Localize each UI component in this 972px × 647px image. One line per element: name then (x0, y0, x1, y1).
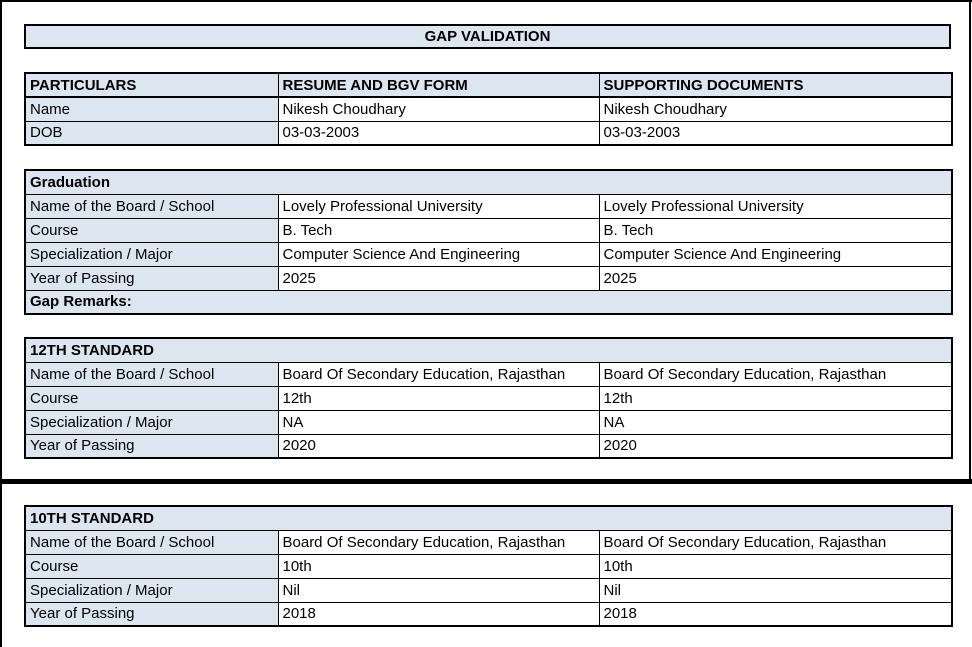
supporting-value-cell: 10th (598, 553, 953, 579)
row-label-cell: Course (24, 385, 279, 411)
section-title-cell: 12TH STANDARD (24, 337, 953, 363)
supporting-value-cell: B. Tech (598, 217, 953, 243)
row-label-cell: Specialization / Major (24, 241, 279, 267)
supporting-value-cell: Nikesh Choudhary (598, 96, 953, 122)
supporting-value-cell: Board Of Secondary Education, Rajasthan (598, 529, 953, 555)
row-label-cell: Name (24, 96, 279, 122)
resume-value-cell: NA (277, 409, 600, 435)
table-row-course: Course B. Tech B. Tech (24, 217, 953, 243)
resume-value-cell: Lovely Professional University (277, 193, 600, 219)
supporting-value-cell: 12th (598, 385, 953, 411)
table-row-year-of-passing: Year of Passing 2020 2020 (24, 433, 953, 459)
table-row-board-school: Name of the Board / School Board Of Seco… (24, 361, 953, 387)
section-title-cell: Graduation (24, 169, 953, 195)
particulars-table: PARTICULARS RESUME AND BGV FORM SUPPORTI… (24, 72, 953, 146)
resume-value-cell: Computer Science And Engineering (277, 241, 600, 267)
supporting-value-cell: 2025 (598, 265, 953, 291)
section-header-row-10th: 10TH STANDARD (24, 505, 953, 531)
column-header-resume-bgv: RESUME AND BGV FORM (277, 72, 600, 98)
resume-value-cell: 2020 (277, 433, 600, 459)
section-header-row-12th: 12TH STANDARD (24, 337, 953, 363)
twelfth-standard-table: 12TH STANDARD Name of the Board / School… (24, 337, 954, 459)
resume-value-cell: 03-03-2003 (277, 120, 600, 146)
resume-value-cell: Board Of Secondary Education, Rajasthan (277, 529, 600, 555)
row-label-cell: Year of Passing (24, 265, 279, 291)
row-label-cell: Course (24, 553, 279, 579)
row-label-cell: Year of Passing (24, 601, 279, 627)
supporting-value-cell: NA (598, 409, 953, 435)
row-label-cell: Name of the Board / School (24, 361, 279, 387)
table-row-specialization: Specialization / Major Nil Nil (24, 577, 953, 603)
row-label-cell: Name of the Board / School (24, 193, 279, 219)
table-row-course: Course 10th 10th (24, 553, 953, 579)
supporting-value-cell: Computer Science And Engineering (598, 241, 953, 267)
page-border-top (0, 0, 972, 2)
row-label-cell: Name of the Board / School (24, 529, 279, 555)
table-row-board-school: Name of the Board / School Board Of Seco… (24, 529, 953, 555)
resume-value-cell: Board Of Secondary Education, Rajasthan (277, 361, 600, 387)
supporting-value-cell: Board Of Secondary Education, Rajasthan (598, 361, 953, 387)
document-title: GAP VALIDATION (24, 24, 951, 49)
particulars-header-row: PARTICULARS RESUME AND BGV FORM SUPPORTI… (24, 72, 953, 98)
table-row-specialization: Specialization / Major NA NA (24, 409, 953, 435)
page-border-left (0, 0, 2, 647)
table-row-specialization: Specialization / Major Computer Science … (24, 241, 953, 267)
tenth-standard-table: 10TH STANDARD Name of the Board / School… (24, 505, 954, 627)
row-label-cell: DOB (24, 120, 279, 146)
gap-remarks-label-cell: Gap Remarks: (24, 289, 953, 315)
graduation-table: Graduation Name of the Board / School Lo… (24, 169, 953, 315)
supporting-value-cell: 03-03-2003 (598, 120, 953, 146)
page-border-right (969, 0, 971, 483)
row-label-cell: Specialization / Major (24, 577, 279, 603)
gap-remarks-row: Gap Remarks: (24, 289, 953, 315)
table-row-year-of-passing: Year of Passing 2025 2025 (24, 265, 953, 291)
column-header-supporting-docs: SUPPORTING DOCUMENTS (598, 72, 953, 98)
table-row-board-school: Name of the Board / School Lovely Profes… (24, 193, 953, 219)
supporting-value-cell: 2020 (598, 433, 953, 459)
resume-value-cell: Nil (277, 577, 600, 603)
section-title-cell: 10TH STANDARD (24, 505, 953, 531)
resume-value-cell: 2025 (277, 265, 600, 291)
table-row-name: Name Nikesh Choudhary Nikesh Choudhary (24, 96, 953, 122)
section-header-row-graduation: Graduation (24, 169, 953, 195)
resume-value-cell: 12th (277, 385, 600, 411)
resume-value-cell: 10th (277, 553, 600, 579)
column-header-particulars: PARTICULARS (24, 72, 279, 98)
resume-value-cell: Nikesh Choudhary (277, 96, 600, 122)
supporting-value-cell: Lovely Professional University (598, 193, 953, 219)
row-label-cell: Specialization / Major (24, 409, 279, 435)
row-label-cell: Year of Passing (24, 433, 279, 459)
resume-value-cell: B. Tech (277, 217, 600, 243)
row-label-cell: Course (24, 217, 279, 243)
page-break-divider (0, 479, 972, 484)
supporting-value-cell: Nil (598, 577, 953, 603)
resume-value-cell: 2018 (277, 601, 600, 627)
table-row-course: Course 12th 12th (24, 385, 953, 411)
table-row-dob: DOB 03-03-2003 03-03-2003 (24, 120, 953, 146)
table-row-year-of-passing: Year of Passing 2018 2018 (24, 601, 953, 627)
supporting-value-cell: 2018 (598, 601, 953, 627)
